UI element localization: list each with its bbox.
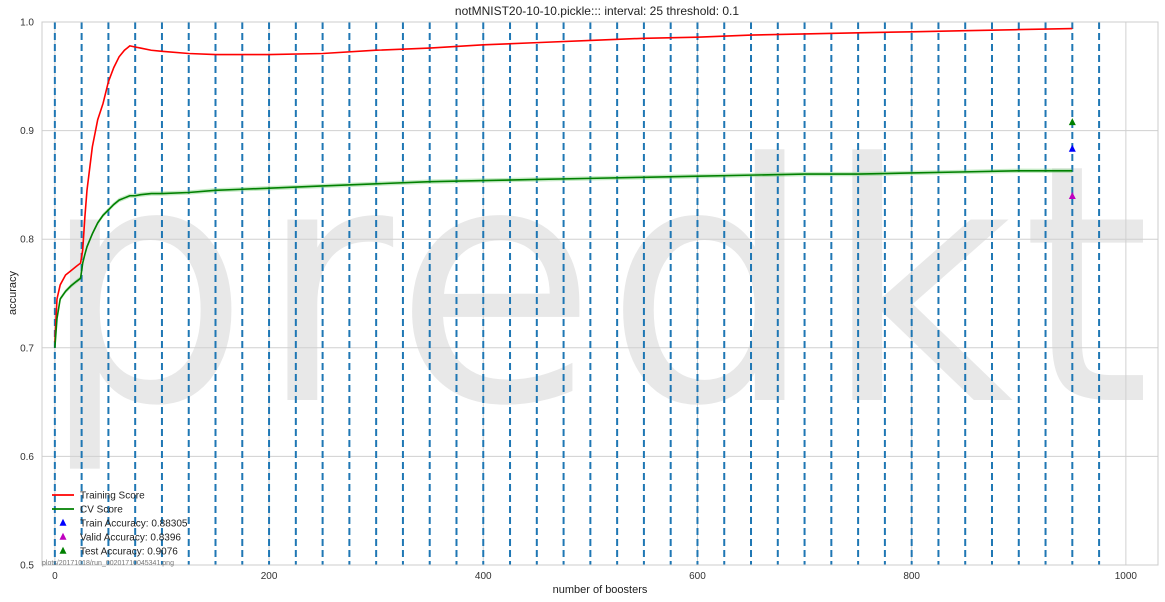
x-tick-label: 200 <box>261 571 278 582</box>
legend: Training Score CV Score Train Accuracy: 0.… <box>52 491 188 558</box>
x-tick-labels: 0 200 400 600 800 1000 <box>52 571 1137 582</box>
legend-entry-label: Test Accuracy: 0.9076 <box>80 547 178 558</box>
marker-layer <box>1068 118 1076 199</box>
cv-score-line <box>54 169 1073 348</box>
vertical-dashed-lines <box>53 22 1101 565</box>
legend-entry-label: Training Score <box>80 491 145 502</box>
plot-frame <box>41 21 1159 566</box>
y-tick-label: 1.0 <box>20 18 34 29</box>
legend-entry-label: CV Score <box>80 505 123 516</box>
chart-title: notMNIST20-10-10.pickle::: interval: 25 … <box>455 4 739 18</box>
y-axis-label: accuracy <box>7 270 19 315</box>
footer-path-text: plots/20171018/run_00201710045341.png <box>42 560 174 567</box>
accuracy-marker <box>1068 144 1076 152</box>
y-tick-labels: 0.5 0.6 0.7 0.8 0.9 1.0 <box>20 18 34 572</box>
watermark-text: predkt.io <box>40 94 1165 478</box>
x-tick-label: 0 <box>52 571 58 582</box>
x-tick-label: 600 <box>689 571 706 582</box>
legend-swatch-marker <box>59 532 67 540</box>
legend-entry-label: Valid Accuracy: 0.8396 <box>80 533 181 544</box>
y-tick-label: 0.9 <box>20 126 34 137</box>
legend-swatch-marker <box>59 546 67 554</box>
x-axis-label: number of boosters <box>553 584 648 596</box>
x-tick-label: 1000 <box>1115 571 1138 582</box>
legend-entry-label: Train Accuracy: 0.88305 <box>80 519 188 530</box>
x-tick-label: 800 <box>903 571 920 582</box>
series-layer <box>54 27 1073 350</box>
x-tick-label: 400 <box>475 571 492 582</box>
legend-swatch-marker <box>59 518 67 526</box>
y-tick-label: 0.6 <box>20 452 34 463</box>
y-tick-label: 0.5 <box>20 561 34 572</box>
training-score-line <box>54 27 1073 343</box>
y-tick-label: 0.7 <box>20 343 34 354</box>
accuracy-marker <box>1068 191 1076 199</box>
accuracy-marker <box>1068 118 1076 126</box>
y-tick-label: 0.8 <box>20 235 34 246</box>
